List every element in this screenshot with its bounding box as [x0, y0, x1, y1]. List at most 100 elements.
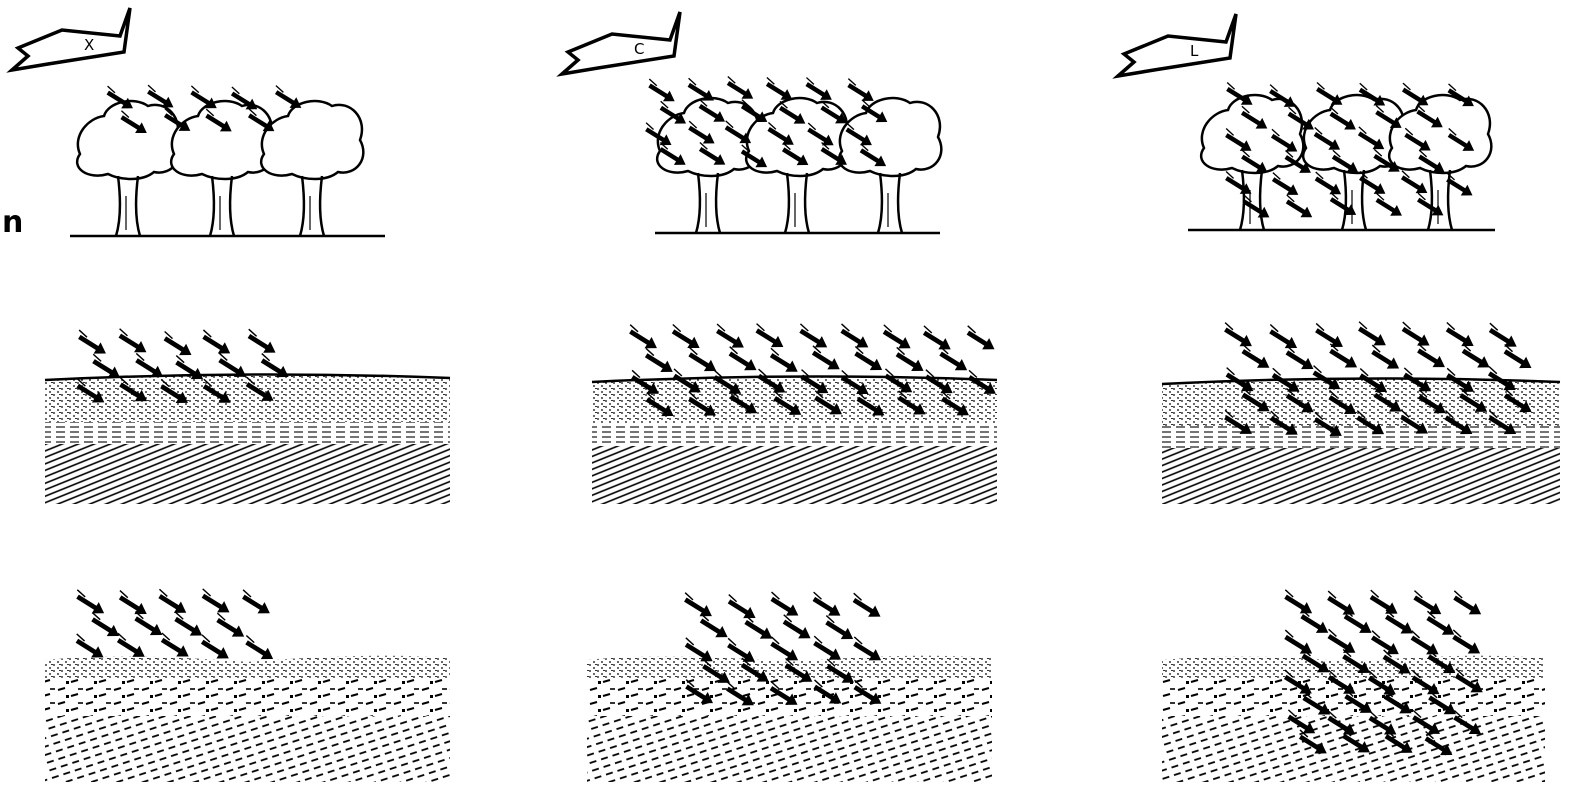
wind-arrow-icon [799, 323, 828, 348]
wind-arrow-icon [1225, 367, 1254, 392]
wind-arrow-icon [659, 141, 686, 165]
wind-arrow-icon [1224, 409, 1252, 434]
soil-surface-layer [1162, 378, 1560, 426]
wind-arrow-icon [1271, 367, 1300, 392]
wind-arrow-icon [1357, 126, 1385, 150]
wind-arrow-icon [106, 85, 133, 109]
crust-compact-layer [1162, 716, 1545, 782]
wind-arrow-icon [860, 99, 888, 123]
wind-arrow-icon [200, 634, 229, 659]
wind-arrow-icon [1382, 649, 1411, 674]
wind-arrow-icon [698, 141, 726, 165]
wind-arrow-icon [1413, 590, 1442, 615]
crust-compact-layer [45, 716, 450, 782]
wind-arrow-icon [1225, 171, 1252, 194]
wind-arrow-icon [202, 378, 231, 403]
wind-arrow-icon [205, 108, 232, 132]
wind-arrow-icon [174, 611, 203, 636]
wind-arrow-icon [1503, 388, 1532, 413]
wind-arrow-icon [1461, 343, 1490, 368]
wind-arrow-icon [671, 323, 700, 349]
wind-arrow-icon [1359, 368, 1388, 393]
wind-arrow-icon [75, 633, 104, 658]
wind-arrow-icon [1284, 629, 1313, 654]
wind-arrow-icon [854, 345, 883, 371]
crust-loose-layer [1162, 678, 1545, 716]
wind-arrow-icon [648, 78, 675, 102]
wind-arrow-icon [699, 613, 728, 638]
wind-arrow-icon [1329, 106, 1356, 130]
wind-arrow-icon [1240, 105, 1268, 129]
crust-loose-layer [45, 678, 450, 716]
wind-arrow-icon [688, 391, 716, 416]
wind-arrow-icon [1367, 670, 1396, 695]
wind-arrow-icon [1403, 367, 1432, 392]
wind-arrow-icon [1401, 82, 1429, 106]
wind-arrow-icon [1404, 127, 1431, 151]
soil-deep-layer [592, 446, 997, 504]
wind-arrow-icon [716, 323, 744, 348]
wind-arrow-icon [629, 324, 657, 349]
wind-arrow-icon [1287, 709, 1316, 734]
wind-arrow-icon [702, 658, 730, 683]
wind-arrow-icon [163, 330, 192, 356]
wind-arrow-icon [218, 352, 247, 377]
wind-arrow-icon [1284, 589, 1313, 614]
wind-arrow-icon [175, 355, 204, 380]
wind-arrow-icon [78, 329, 106, 354]
wind-arrows-layer [75, 75, 1532, 756]
wind-arrow-icon [685, 679, 714, 704]
wind-arrow-icon [740, 99, 768, 123]
wind-arrow-icon [1375, 105, 1402, 128]
wind-arrow-icon [1300, 608, 1329, 633]
pennant-sign-icon: L [1112, 13, 1238, 79]
wind-arrow-icon [826, 658, 855, 683]
wind-arrow-icon [1226, 81, 1253, 105]
trees-layer [70, 93, 1495, 238]
wind-arrow-icon [645, 122, 672, 146]
wind-arrow-icon [147, 84, 174, 108]
wind-arrow-icon [968, 369, 996, 394]
wind-arrow-icon [1503, 343, 1532, 369]
wind-arrow-icon [1284, 150, 1311, 173]
wind-arrow-icon [840, 369, 869, 395]
wind-arrow-icon [811, 345, 840, 370]
tree-icon [838, 96, 943, 234]
wind-arrow-icon [274, 85, 302, 108]
wind-arrow-icon [966, 325, 995, 350]
wind-arrow-icon [853, 636, 882, 661]
tree-icon [260, 99, 365, 237]
wind-arrow-icon [190, 85, 217, 109]
wind-arrow-icon [92, 353, 121, 378]
wind-arrow-icon [1343, 608, 1372, 633]
wind-arrow-icon [939, 346, 968, 371]
wind-arrow-icon [1358, 82, 1386, 106]
wind-arrow-icon [1225, 128, 1252, 151]
wind-arrow-icon [765, 76, 793, 100]
wind-arrow-icon [1328, 389, 1357, 415]
wind-arrow-icon [1459, 387, 1488, 412]
wind-arrow-icon [1453, 590, 1482, 615]
wind-arrow-icon [688, 346, 717, 372]
wind-arrow-icon [757, 368, 786, 393]
wind-arrow-icon [1344, 688, 1373, 713]
wind-arrow-icon [922, 325, 951, 350]
wind-arrow-icon [1416, 104, 1443, 128]
wind-arrow-icon [782, 614, 811, 639]
tree-icon [1200, 93, 1305, 231]
wind-arrow-icon [160, 378, 189, 403]
wind-arrow-icon [770, 591, 799, 616]
wind-arrow-icon [1426, 610, 1455, 635]
wind-arrow-icon [1302, 690, 1331, 715]
wind-arrow-icon [1487, 366, 1516, 391]
wind-arrow-icon [1316, 81, 1343, 105]
wind-arrow-icon [698, 98, 726, 122]
wind-arrow-icon [1427, 649, 1456, 674]
wind-arrow-icon [1269, 324, 1298, 349]
wind-arrow-icon [118, 328, 147, 353]
wind-arrow-icon [118, 590, 147, 615]
wind-arrow-icon [1270, 128, 1298, 152]
wind-arrow-icon [160, 632, 189, 657]
